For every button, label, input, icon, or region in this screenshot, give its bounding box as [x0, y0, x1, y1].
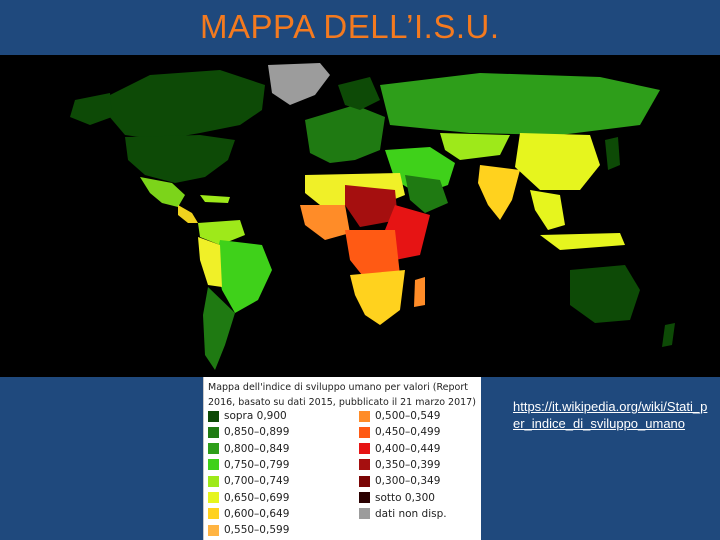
- legend-item: dati non disp.: [359, 506, 447, 522]
- caribbean-shape: [200, 195, 230, 203]
- alaska-shape: [70, 93, 112, 125]
- legend-item: 0,600–0,649: [208, 506, 289, 522]
- legend-swatch: [359, 492, 370, 503]
- new-zealand-shape: [662, 323, 675, 347]
- legend-swatch: [208, 524, 219, 536]
- legend-label: 0,600–0,649: [224, 507, 290, 520]
- legend-swatch: [359, 443, 370, 455]
- peru-bolivia-shape: [198, 237, 222, 287]
- legend-item: 0,650–0,699: [208, 490, 289, 506]
- brazil-shape: [215, 240, 272, 313]
- legend-item: 0,450–0,499: [359, 424, 440, 440]
- australia-shape: [570, 265, 640, 323]
- legend-swatch: [208, 492, 219, 503]
- legend-label: 0,650–0,699: [224, 491, 290, 504]
- legend-item: 0,800–0,849: [208, 441, 289, 457]
- legend-item: 0,350–0,399: [359, 457, 440, 473]
- hdi-legend: Mappa dell'indice di sviluppo umano per …: [203, 377, 481, 540]
- west-africa-shape: [300, 205, 350, 240]
- legend-item: 0,700–0,749: [208, 473, 289, 489]
- legend-item: 0,500–0,549: [359, 408, 440, 424]
- legend-label: 0,400–0,449: [375, 442, 441, 455]
- legend-swatch: [359, 459, 370, 471]
- legend-item: sotto 0,300: [359, 490, 435, 506]
- world-map-svg: [0, 55, 720, 377]
- legend-swatch: [208, 508, 219, 520]
- legend-label: 0,800–0,849: [224, 442, 290, 455]
- southern-africa-shape: [350, 270, 405, 325]
- usa-shape: [125, 135, 235, 183]
- se-asia-shape: [530, 190, 565, 230]
- japan-shape: [605, 137, 620, 170]
- legend-swatch: [359, 410, 370, 422]
- madagascar-shape: [414, 277, 425, 307]
- argentina-chile-shape: [203, 287, 235, 370]
- legend-label: 0,750–0,799: [224, 458, 290, 471]
- legend-label: 0,300–0,349: [375, 475, 441, 488]
- colombia-venezuela-shape: [198, 220, 245, 245]
- legend-label: dati non disp.: [375, 507, 447, 520]
- mexico-shape: [140, 177, 185, 207]
- central-america-shape: [178, 205, 198, 223]
- sahel-shape: [345, 185, 398, 227]
- world-map: [0, 55, 720, 377]
- legend-swatch: [208, 410, 219, 422]
- legend-swatch: [208, 426, 219, 438]
- legend-label: 0,700–0,749: [224, 475, 290, 488]
- russia-shape: [380, 73, 660, 135]
- legend-label: 0,450–0,499: [375, 426, 441, 439]
- legend-swatch: [208, 475, 219, 487]
- india-shape: [478, 165, 520, 220]
- legend-label: 0,850–0,899: [224, 426, 290, 439]
- legend-item: 0,550–0,599: [208, 522, 289, 538]
- legend-swatch: [208, 443, 219, 455]
- legend-swatch: [359, 475, 370, 487]
- legend-label: 0,500–0,549: [375, 410, 441, 422]
- source-link[interactable]: https://it.wikipedia.org/wiki/Stati_per_…: [513, 399, 708, 431]
- legend-swatch: [208, 459, 219, 471]
- indonesia-shape: [540, 233, 625, 250]
- slide-title: MAPPA DELL’I.S.U.: [200, 8, 500, 45]
- legend-item: 0,400–0,449: [359, 441, 440, 457]
- legend-item: sopra 0,900: [208, 408, 287, 424]
- legend-item: 0,750–0,799: [208, 457, 289, 473]
- central-africa-shape: [345, 230, 400, 285]
- scandinavia-shape: [338, 77, 380, 110]
- europe-shape: [305, 105, 385, 163]
- legend-label: sopra 0,900: [224, 410, 287, 422]
- arabia-shape: [405, 175, 448, 213]
- legend-label: 0,550–0,599: [224, 524, 290, 537]
- legend-label: sotto 0,300: [375, 491, 435, 504]
- central-asia-shape: [440, 133, 510, 160]
- legend-swatch: [359, 508, 370, 520]
- legend-label: 0,350–0,399: [375, 458, 441, 471]
- greenland-shape: [268, 63, 330, 105]
- legend-swatch: [359, 426, 370, 438]
- legend-item: 0,850–0,899: [208, 424, 289, 440]
- canada-shape: [108, 70, 265, 140]
- china-shape: [515, 133, 600, 190]
- title-bar: MAPPA DELL’I.S.U.: [0, 0, 720, 55]
- legend-title: Mappa dell'indice di sviluppo umano per …: [208, 382, 476, 408]
- legend-item: 0,300–0,349: [359, 473, 440, 489]
